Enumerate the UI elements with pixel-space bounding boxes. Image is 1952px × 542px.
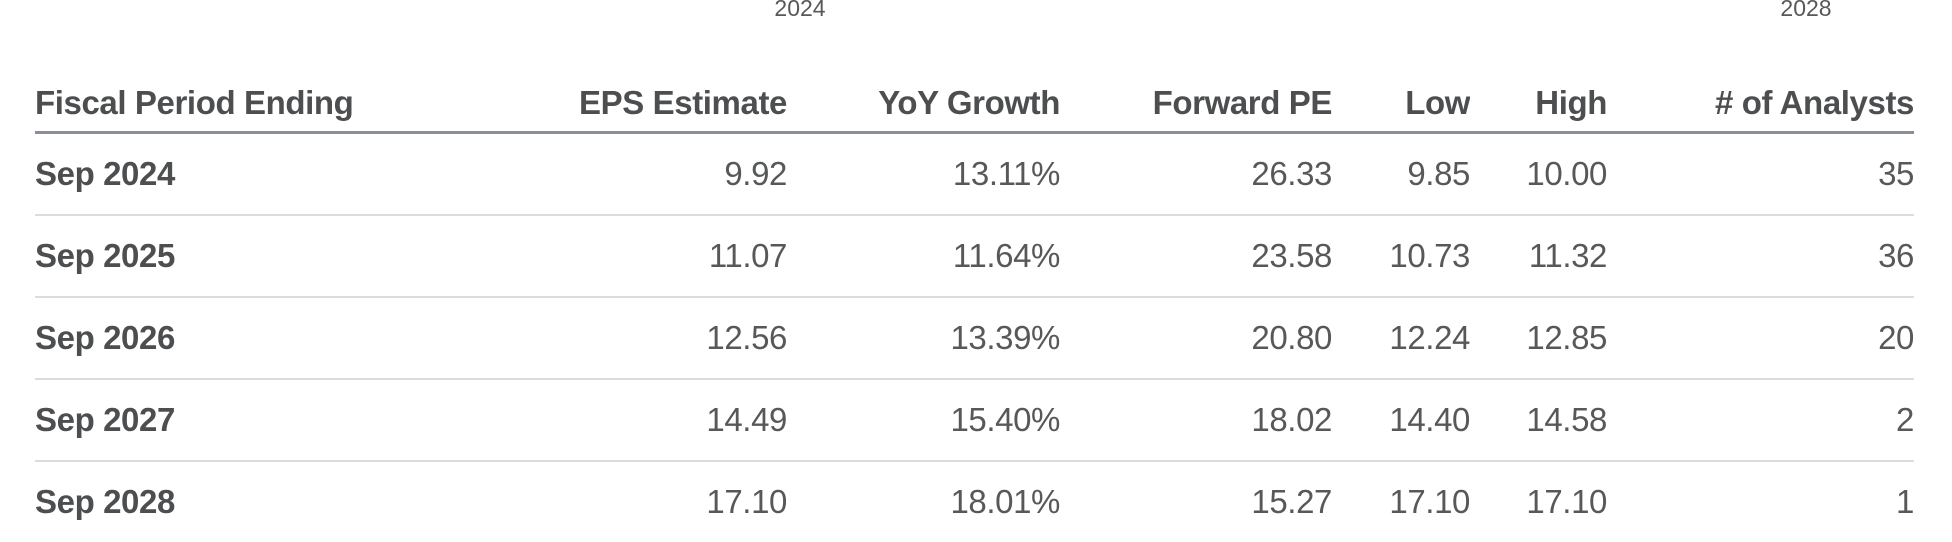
column-header-num-analysts[interactable]: # of Analysts	[1607, 62, 1914, 134]
table-row-sep-2026: Sep 2026 12.56 13.39% 20.80 12.24 12.85 …	[35, 296, 1914, 379]
cell-forward-pe: 18.02	[1060, 378, 1332, 461]
cell-yoy-growth: 13.11%	[952, 155, 1060, 192]
cell-low: 12.24	[1332, 296, 1470, 379]
column-header-fiscal-period-ending[interactable]: Fiscal Period Ending	[35, 62, 455, 134]
axis-tick-label-2024: 2024	[774, 0, 826, 21]
cell-high: 14.58	[1470, 378, 1607, 461]
cell-num-analysts: 20	[1607, 296, 1914, 379]
cell-eps-estimate: 17.10	[455, 460, 787, 542]
cell-forward-pe: 15.27	[1060, 460, 1332, 542]
cell-forward-pe: 23.58	[1060, 214, 1332, 297]
cell-num-analysts: 1	[1607, 460, 1914, 542]
cell-yoy-growth: 18.01%	[787, 460, 1060, 542]
column-header-forward-pe[interactable]: Forward PE	[1060, 62, 1332, 134]
cell-num-analysts: 35	[1878, 155, 1914, 192]
cell-low: 9.85	[1407, 155, 1470, 192]
cell-fiscal-period: Sep 2027	[35, 378, 455, 461]
cell-forward-pe: 26.33	[1251, 155, 1332, 192]
cell-fiscal-period: Sep 2028	[35, 460, 455, 542]
table-row-sep-2027: Sep 2027 14.49 15.40% 18.02 14.40 14.58 …	[35, 378, 1914, 461]
cell-fiscal-period: Sep 2025	[35, 214, 455, 297]
column-header-eps-estimate[interactable]: EPS Estimate	[455, 62, 787, 134]
cell-low: 17.10	[1332, 460, 1470, 542]
table-header-row: Fiscal Period Ending EPS Estimate YoY Gr…	[35, 62, 1914, 134]
cell-num-analysts: 2	[1607, 378, 1914, 461]
cell-high: 12.85	[1470, 296, 1607, 379]
cell-forward-pe: 20.80	[1060, 296, 1332, 379]
cell-fiscal-period: Sep 2024	[35, 155, 175, 192]
cell-high: 10.00	[1526, 155, 1607, 192]
cell-fiscal-period: Sep 2026	[35, 296, 455, 379]
cell-yoy-growth: 11.64%	[787, 214, 1060, 297]
table-row-sep-2025: Sep 2025 11.07 11.64% 23.58 10.73 11.32 …	[35, 214, 1914, 297]
table-row-sep-2028: Sep 2028 17.10 18.01% 15.27 17.10 17.10 …	[35, 460, 1914, 542]
column-header-yoy-growth[interactable]: YoY Growth	[787, 62, 1060, 134]
cell-num-analysts: 36	[1607, 214, 1914, 297]
eps-estimates-table: Fiscal Period Ending EPS Estimate YoY Gr…	[35, 62, 1914, 542]
column-header-low[interactable]: Low	[1332, 62, 1470, 134]
table-row-sep-2024: Sep 2024 9.92 13.11% 26.33 9.85 10.00 35	[35, 133, 1914, 216]
cell-yoy-growth: 13.39%	[787, 296, 1060, 379]
cell-low: 10.73	[1332, 214, 1470, 297]
cell-eps-estimate: 11.07	[455, 214, 787, 297]
column-header-high[interactable]: High	[1470, 62, 1607, 134]
cell-eps-estimate: 12.56	[455, 296, 787, 379]
cell-yoy-growth: 15.40%	[787, 378, 1060, 461]
axis-tick-label-2028: 2028	[1780, 0, 1832, 21]
cell-high: 11.32	[1470, 214, 1607, 297]
cell-low: 14.40	[1332, 378, 1470, 461]
cell-high: 17.10	[1470, 460, 1607, 542]
cell-eps-estimate: 9.92	[724, 155, 787, 192]
cell-eps-estimate: 14.49	[455, 378, 787, 461]
